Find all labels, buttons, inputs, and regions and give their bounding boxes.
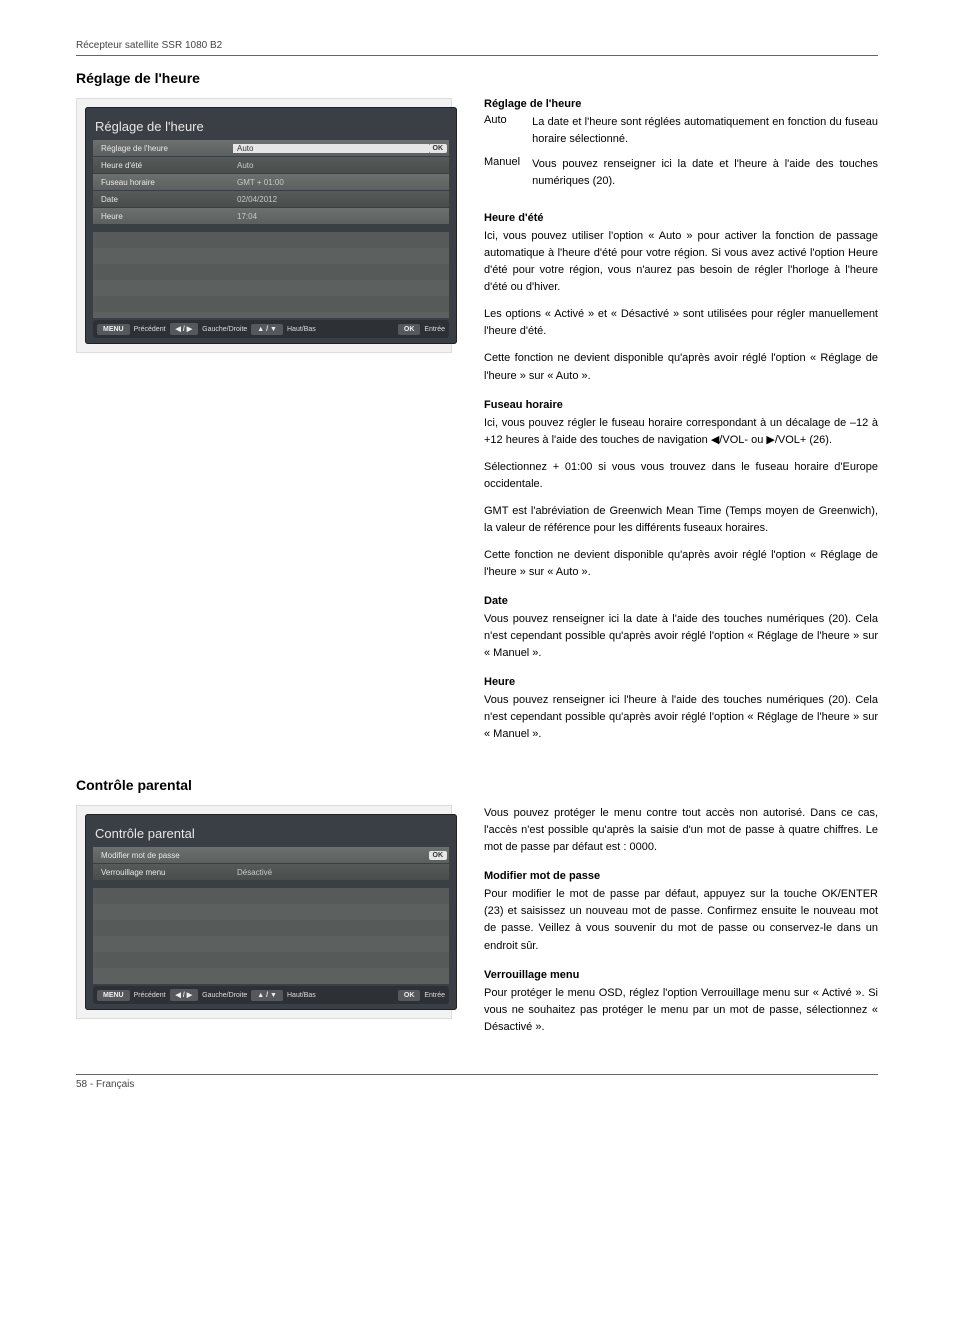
nav-hint: MENU bbox=[97, 990, 130, 1001]
subhead-fuseau: Fuseau horaire bbox=[484, 399, 878, 411]
osd-row-label: Fuseau horaire bbox=[93, 178, 233, 187]
def-auto-term: Auto bbox=[484, 114, 532, 156]
nav-hint: Haut/Bas bbox=[287, 992, 316, 999]
osd-row-label: Heure bbox=[93, 212, 233, 221]
nav-hint: Précédent bbox=[134, 992, 166, 999]
osd-row-value: Auto bbox=[233, 161, 449, 170]
osd-screenshot-parental: Contrôle parental Modifier mot de passe O… bbox=[76, 805, 452, 1045]
subhead-modifier-mdp: Modifier mot de passe bbox=[484, 870, 878, 882]
body-text: Pour protéger le menu OSD, réglez l'opti… bbox=[484, 985, 878, 1036]
nav-hint: Gauche/Droite bbox=[202, 992, 247, 999]
osd-row-value: 02/04/2012 bbox=[233, 195, 449, 204]
nav-hint: Gauche/Droite bbox=[202, 326, 247, 333]
nav-hint: Précédent bbox=[134, 326, 166, 333]
nav-hint: ▲ / ▼ bbox=[251, 990, 283, 1001]
subhead-reglage: Réglage de l'heure bbox=[484, 98, 878, 110]
osd-row-value: Auto bbox=[233, 144, 429, 153]
nav-hint: Entrée bbox=[424, 992, 445, 999]
osd-row-value: 17:04 bbox=[233, 212, 449, 221]
osd-row: Verrouillage menuDésactivé bbox=[93, 864, 449, 880]
nav-hint: ◀ / ▶ bbox=[170, 323, 199, 335]
nav-hint: Entrée bbox=[424, 326, 445, 333]
nav-hint: MENU bbox=[97, 324, 130, 335]
body-text: Vous pouvez renseigner ici la date à l'a… bbox=[484, 611, 878, 662]
osd-row-label: Réglage de l'heure bbox=[93, 144, 233, 153]
osd-row-value: GMT + 01:00 bbox=[233, 178, 449, 187]
subhead-date: Date bbox=[484, 595, 878, 607]
nav-hint: OK bbox=[398, 324, 421, 335]
osd-row-label: Heure d'été bbox=[93, 161, 233, 170]
section-controle-parental-title: Contrôle parental bbox=[76, 777, 878, 793]
osd-row-value: Désactivé bbox=[233, 868, 449, 877]
body-text: Ici, vous pouvez utiliser l'option « Aut… bbox=[484, 228, 878, 296]
def-auto-desc: La date et l'heure sont réglées automati… bbox=[532, 114, 878, 156]
osd-row: Date02/04/2012 bbox=[93, 191, 449, 207]
osd-row: Modifier mot de passe OK bbox=[93, 847, 449, 863]
nav-hint: Haut/Bas bbox=[287, 326, 316, 333]
osd-row: Fuseau horaireGMT + 01:00 bbox=[93, 174, 449, 190]
page-footer: 58 - Français bbox=[76, 1074, 878, 1090]
page-header: Récepteur satellite SSR 1080 B2 bbox=[76, 40, 878, 56]
section-reglage-heure-title: Réglage de l'heure bbox=[76, 70, 878, 86]
subhead-ete: Heure d'été bbox=[484, 212, 878, 224]
osd-title: Réglage de l'heure bbox=[95, 119, 447, 134]
body-text: Pour modifier le mot de passe par défaut… bbox=[484, 886, 878, 954]
osd-row-label: Modifier mot de passe bbox=[93, 851, 233, 860]
subhead-heure: Heure bbox=[484, 676, 878, 688]
body-text: GMT est l'abréviation de Greenwich Mean … bbox=[484, 503, 878, 537]
nav-hint: ▲ / ▼ bbox=[251, 324, 283, 335]
osd-title: Contrôle parental bbox=[95, 826, 447, 841]
body-text: Ici, vous pouvez régler le fuseau horair… bbox=[484, 415, 878, 449]
body-text: Vous pouvez renseigner ici l'heure à l'a… bbox=[484, 692, 878, 743]
osd-row-label: Verrouillage menu bbox=[93, 868, 233, 877]
body-text: Sélectionnez + 01:00 si vous vous trouve… bbox=[484, 459, 878, 493]
osd-row: Heure17:04 bbox=[93, 208, 449, 224]
body-text: Vous pouvez protéger le menu contre tout… bbox=[484, 805, 878, 856]
osd-row-label: Date bbox=[93, 195, 233, 204]
def-manuel-desc: Vous pouvez renseigner ici la date et l'… bbox=[532, 156, 878, 198]
nav-hint: OK bbox=[398, 990, 421, 1001]
ok-badge: OK bbox=[429, 144, 448, 153]
osd-row: Heure d'étéAuto bbox=[93, 157, 449, 173]
osd-screenshot-reglage: Réglage de l'heure Réglage de l'heureAut… bbox=[76, 98, 452, 753]
body-text: Cette fonction ne devient disponible qu'… bbox=[484, 547, 878, 581]
nav-hint: ◀ / ▶ bbox=[170, 989, 199, 1001]
subhead-verrouillage: Verrouillage menu bbox=[484, 969, 878, 981]
body-text: Les options « Activé » et « Désactivé » … bbox=[484, 306, 878, 340]
body-text: Cette fonction ne devient disponible qu'… bbox=[484, 350, 878, 384]
def-manuel-term: Manuel bbox=[484, 156, 532, 198]
osd-row: Réglage de l'heureAutoOK bbox=[93, 140, 449, 156]
ok-badge: OK bbox=[429, 851, 448, 860]
